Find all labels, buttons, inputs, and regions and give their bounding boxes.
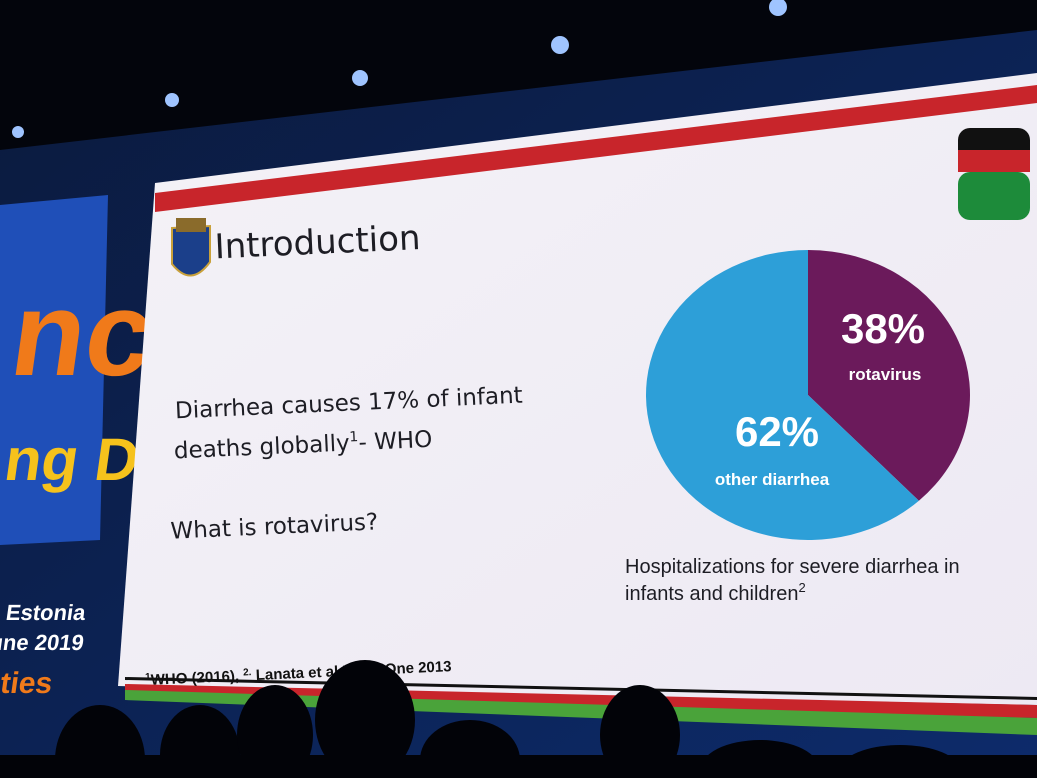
pie-slice <box>645 250 919 540</box>
bullet-suffix: - WHO <box>358 427 433 456</box>
chart-caption: infants and children2 <box>625 580 806 605</box>
superscript: 1 <box>145 672 151 683</box>
university-crest <box>171 218 211 277</box>
caption-text: infants and children <box>625 583 798 605</box>
slice-category-label: rotavirus <box>849 365 922 384</box>
banner-fragment: nc <box>4 267 163 401</box>
superscript: 1 <box>349 429 359 445</box>
slide <box>118 73 1037 705</box>
banner-text: nc ng Di , Estonia une 2019 eties <box>0 267 163 700</box>
banner-fragment: une 2019 <box>0 630 86 655</box>
slice-value-label: 38% <box>841 305 925 352</box>
chart-caption: Hospitalizations for severe diarrhea in <box>625 556 960 578</box>
slide-title: Introduction <box>214 218 422 267</box>
superscript: 2. <box>243 667 252 678</box>
banner-panel <box>0 195 108 545</box>
pie-slice <box>808 250 970 501</box>
banner-fragment: , Estonia <box>0 600 88 625</box>
mw-logo <box>958 128 1030 220</box>
audience <box>0 660 1037 778</box>
slide-top-stripe <box>155 85 1037 212</box>
superscript: 2 <box>798 580 805 595</box>
slice-category-label: other diarrhea <box>715 470 830 489</box>
slice-value-label: 62% <box>735 408 819 455</box>
banner-fragment: eties <box>0 667 55 700</box>
ceiling-lights <box>12 0 787 138</box>
pie-chart: 38% rotavirus 62% other diarrhea <box>645 250 970 540</box>
footnote-text: WHO (2016), <box>150 668 243 689</box>
